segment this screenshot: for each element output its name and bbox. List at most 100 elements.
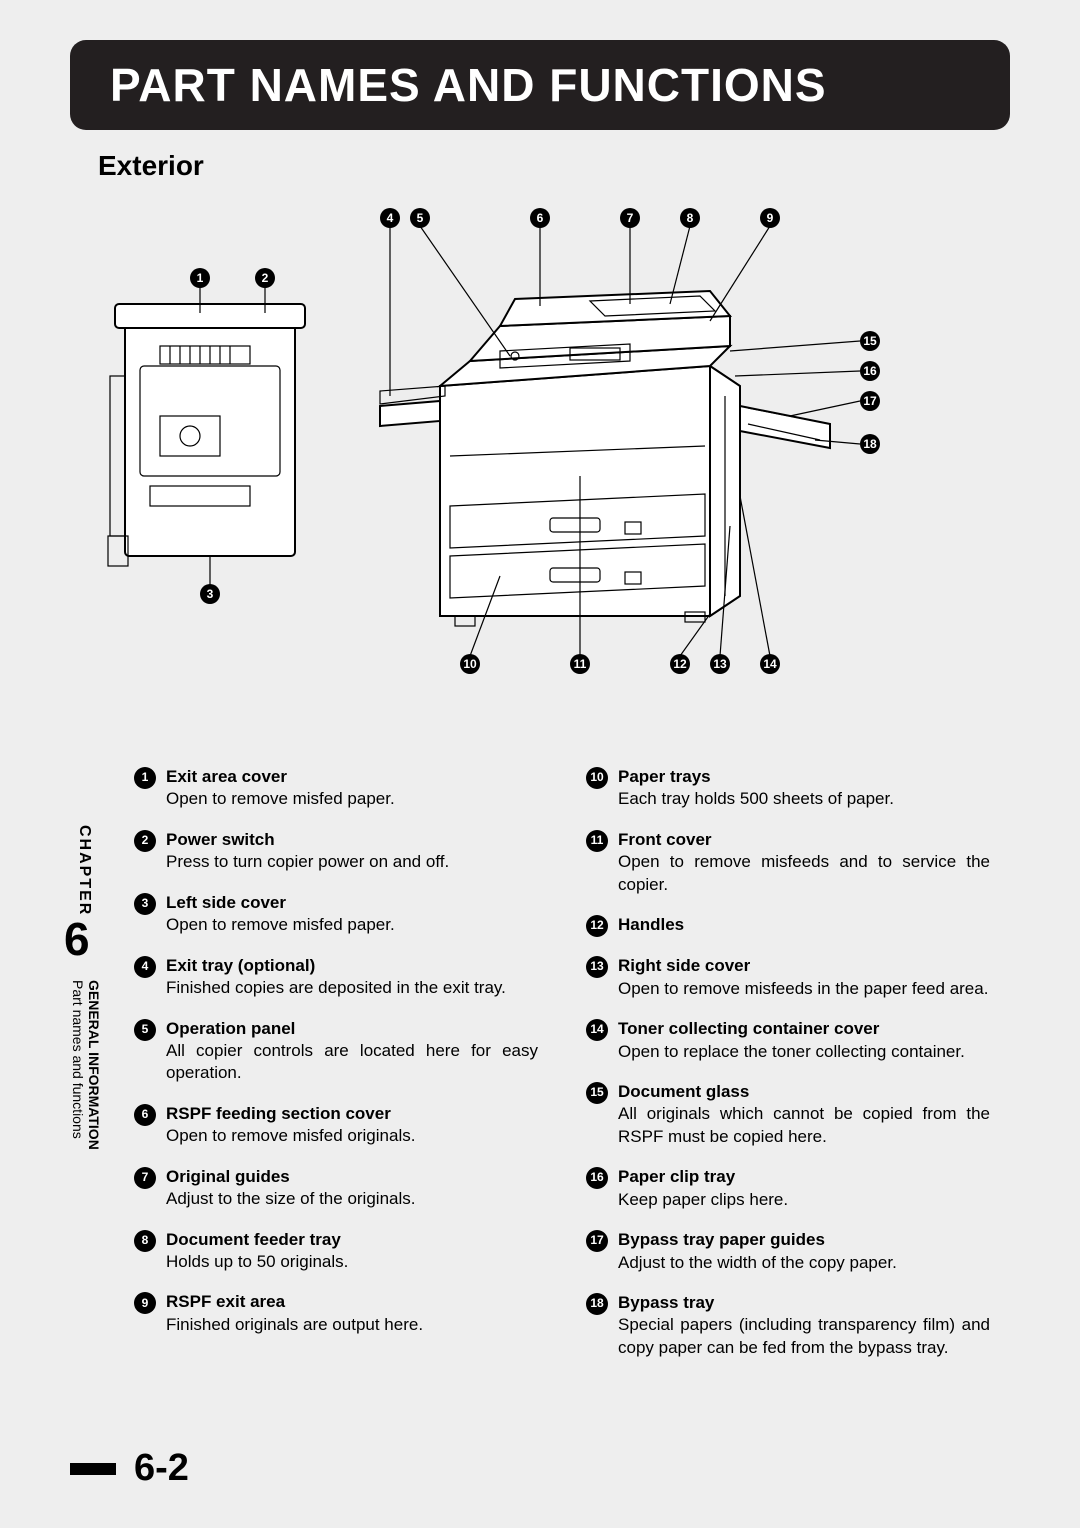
part-item: 2 Power switchPress to turn copier power … xyxy=(134,829,538,874)
part-description: All originals which cannot be copied fro… xyxy=(618,1103,990,1148)
part-name: Document glass xyxy=(618,1081,990,1103)
part-item: 3 Left side coverOpen to remove misfed pa… xyxy=(134,892,538,937)
callout-1: 1 xyxy=(197,271,204,285)
callout-18: 18 xyxy=(863,437,877,451)
callout-4: 4 xyxy=(387,211,394,225)
part-description: Special papers (including transparency f… xyxy=(618,1314,990,1359)
part-item: 5 Operation panelAll copier controls are … xyxy=(134,1018,538,1085)
part-description: Adjust to the width of the copy paper. xyxy=(618,1252,990,1274)
exterior-diagram: 1 2 3 xyxy=(70,196,1010,716)
part-description: Open to remove misfed paper. xyxy=(166,788,538,810)
part-number-badge: 2 xyxy=(134,830,156,852)
part-item: 14 Toner collecting container coverOpen t… xyxy=(586,1018,990,1063)
parts-list: 1Exit area coverOpen to remove misfed pa… xyxy=(70,766,1010,1377)
part-name: Document feeder tray xyxy=(166,1229,538,1251)
part-description: All copier controls are located here for… xyxy=(166,1040,538,1085)
side-title-bold: GENERAL INFORMATION xyxy=(86,980,102,1150)
part-number-badge: 3 xyxy=(134,893,156,915)
part-description: Open to remove misfeeds and to service t… xyxy=(618,851,990,896)
part-item: 9 RSPF exit areaFinished originals are ou… xyxy=(134,1291,538,1336)
chapter-number: 6 xyxy=(64,912,92,966)
part-name: Operation panel xyxy=(166,1018,538,1040)
part-item: 10Paper traysEach tray holds 500 sheets … xyxy=(586,766,990,811)
part-number-badge: 10 xyxy=(586,767,608,789)
part-item: 15 Document glassAll originals which cann… xyxy=(586,1081,990,1148)
part-description: Open to replace the toner collecting con… xyxy=(618,1041,990,1063)
callout-5: 5 xyxy=(417,211,424,225)
chapter-label: CHAPTER xyxy=(75,825,93,916)
part-description: Press to turn copier power on and off. xyxy=(166,851,538,873)
part-number-badge: 7 xyxy=(134,1167,156,1189)
part-description: Each tray holds 500 sheets of paper. xyxy=(618,788,990,810)
page-number: 6-2 xyxy=(134,1447,189,1490)
part-name: Power switch xyxy=(166,829,538,851)
part-name: Paper clip tray xyxy=(618,1166,990,1188)
part-number-badge: 14 xyxy=(586,1019,608,1041)
title-bar: PART NAMES AND FUNCTIONS xyxy=(70,40,1010,130)
callout-14: 14 xyxy=(763,657,777,671)
page-title: PART NAMES AND FUNCTIONS xyxy=(110,58,970,112)
part-description: Finished originals are output here. xyxy=(166,1314,538,1336)
callout-9: 9 xyxy=(767,211,774,225)
callout-7: 7 xyxy=(627,211,634,225)
callout-3: 3 xyxy=(207,587,214,601)
part-description: Open to remove misfed originals. xyxy=(166,1125,538,1147)
callout-6: 6 xyxy=(537,211,544,225)
part-name: RSPF exit area xyxy=(166,1291,538,1313)
part-number-badge: 8 xyxy=(134,1230,156,1252)
part-description: Holds up to 50 originals. xyxy=(166,1251,538,1273)
callout-17: 17 xyxy=(863,394,877,408)
callout-8: 8 xyxy=(687,211,694,225)
part-number-badge: 6 xyxy=(134,1104,156,1126)
part-name: Exit tray (optional) xyxy=(166,955,538,977)
side-title-rest: Part names and functions xyxy=(70,980,86,1139)
part-number-badge: 5 xyxy=(134,1019,156,1041)
printer-front-icon xyxy=(380,291,830,626)
part-item: 1 Exit area coverOpen to remove misfed pa… xyxy=(134,766,538,811)
part-description: Open to remove misfed paper. xyxy=(166,914,538,936)
part-item: 4 Exit tray (optional)Finished copies are… xyxy=(134,955,538,1000)
part-description: Finished copies are deposited in the exi… xyxy=(166,977,538,999)
part-number-badge: 15 xyxy=(586,1082,608,1104)
part-item: 7 Original guidesAdjust to the size of th… xyxy=(134,1166,538,1211)
part-description: Adjust to the size of the originals. xyxy=(166,1188,538,1210)
part-name: Left side cover xyxy=(166,892,538,914)
part-number-badge: 11 xyxy=(586,830,608,852)
part-number-badge: 4 xyxy=(134,956,156,978)
callout-10: 10 xyxy=(463,657,477,671)
part-number-badge: 1 xyxy=(134,767,156,789)
part-number-badge: 18 xyxy=(586,1293,608,1315)
part-name: Bypass tray paper guides xyxy=(618,1229,990,1251)
callout-16: 16 xyxy=(863,364,877,378)
part-item: 12 Handles xyxy=(586,914,990,937)
part-name: Original guides xyxy=(166,1166,538,1188)
part-name: Right side cover xyxy=(618,955,990,977)
part-number-badge: 12 xyxy=(586,915,608,937)
part-item: 6 RSPF feeding section coverOpen to remov… xyxy=(134,1103,538,1148)
page-number-accent xyxy=(70,1463,116,1475)
part-number-badge: 13 xyxy=(586,956,608,978)
callout-2: 2 xyxy=(262,271,269,285)
part-name: Bypass tray xyxy=(618,1292,990,1314)
part-description: Keep paper clips here. xyxy=(618,1189,990,1211)
callout-15: 15 xyxy=(863,334,877,348)
page-number-bar: 6-2 xyxy=(70,1447,189,1490)
part-item: 17Bypass tray paper guidesAdjust to the … xyxy=(586,1229,990,1274)
part-item: 8 Document feeder trayHolds up to 50 orig… xyxy=(134,1229,538,1274)
part-number-badge: 16 xyxy=(586,1167,608,1189)
callout-11: 11 xyxy=(574,657,587,671)
part-name: RSPF feeding section cover xyxy=(166,1103,538,1125)
part-name: Front cover xyxy=(618,829,990,851)
section-heading: Exterior xyxy=(98,150,1010,182)
part-item: 16 Paper clip trayKeep paper clips here. xyxy=(586,1166,990,1211)
callout-13: 13 xyxy=(713,657,727,671)
part-item: 13 Right side coverOpen to remove misfeed… xyxy=(586,955,990,1000)
part-item: 11 Front coverOpen to remove misfeeds and… xyxy=(586,829,990,896)
printer-rear-icon xyxy=(108,304,305,566)
part-description: Open to remove misfeeds in the paper fee… xyxy=(618,978,990,1000)
side-tab: CHAPTER 6 GENERAL INFORMATION Part names… xyxy=(70,825,110,1205)
part-name: Handles xyxy=(618,914,990,936)
part-name: Exit area cover xyxy=(166,766,538,788)
part-name: Toner collecting container cover xyxy=(618,1018,990,1040)
part-number-badge: 9 xyxy=(134,1292,156,1314)
